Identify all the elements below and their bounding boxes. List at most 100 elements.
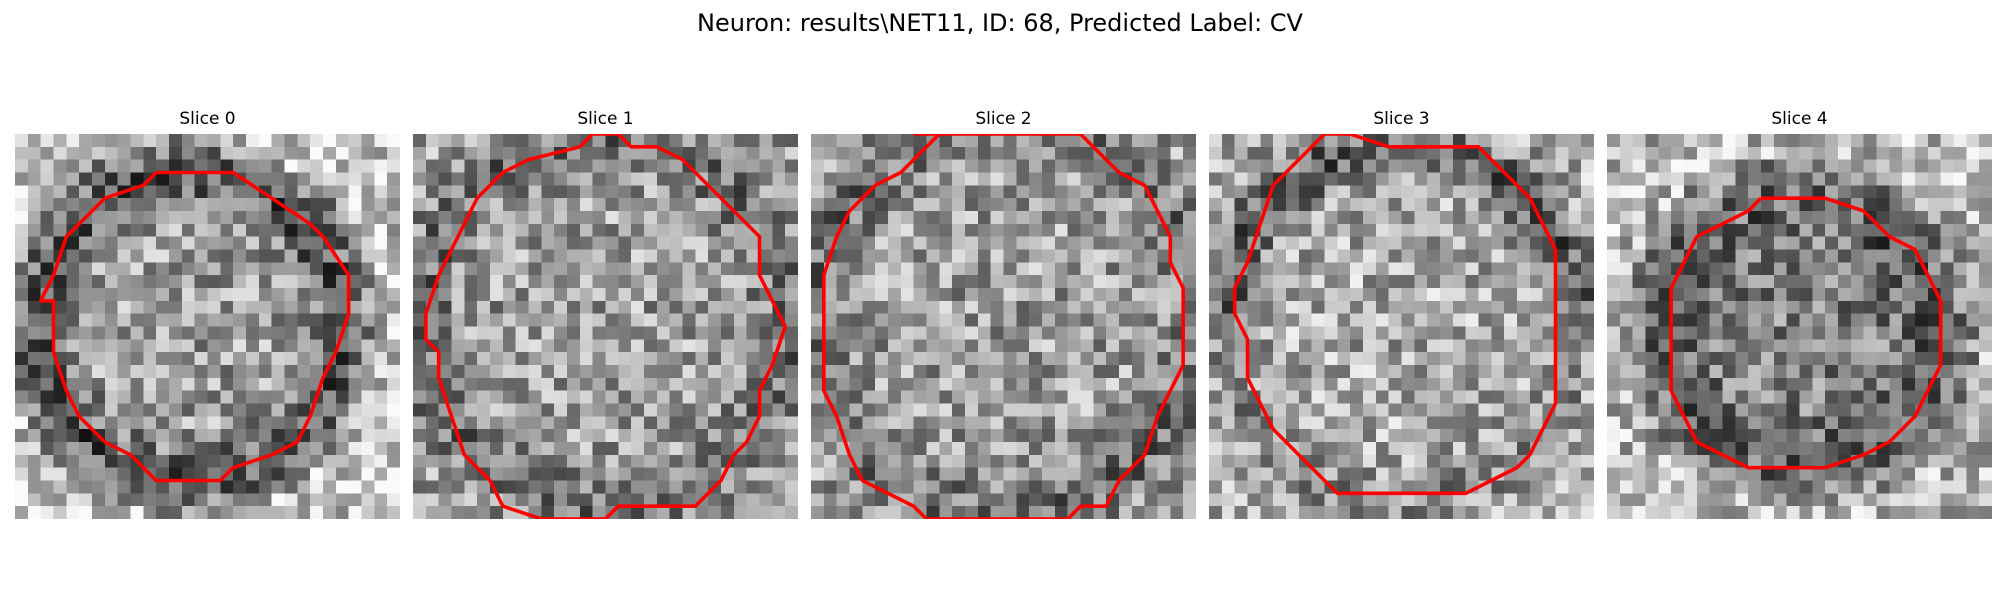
pixel — [1209, 493, 1223, 507]
pixel — [169, 185, 183, 199]
pixel — [1927, 262, 1941, 276]
pixel — [695, 300, 709, 314]
pixel — [849, 211, 863, 225]
pixel — [104, 159, 118, 173]
pixel — [1414, 198, 1428, 212]
pixel — [888, 326, 902, 340]
pixel — [1927, 467, 1941, 481]
pixel — [451, 377, 465, 391]
pixel — [785, 339, 798, 353]
pixel — [849, 326, 863, 340]
pixel — [1581, 223, 1594, 237]
pixel — [66, 493, 80, 507]
pixel — [387, 223, 400, 237]
pixel — [104, 506, 118, 519]
pixel — [15, 506, 29, 519]
pixel — [1786, 352, 1800, 366]
pixel — [117, 198, 131, 212]
pixel — [1838, 134, 1852, 148]
pixel — [1016, 313, 1030, 327]
pixel — [1915, 146, 1929, 160]
pixel — [567, 134, 581, 148]
pixel — [1221, 211, 1235, 225]
pixel — [1144, 467, 1158, 481]
pixel — [567, 275, 581, 289]
pixel — [1465, 172, 1479, 186]
pixel — [1581, 377, 1594, 391]
pixel — [1915, 326, 1929, 340]
pixel — [104, 275, 118, 289]
pixel — [1581, 390, 1594, 404]
pixel — [1440, 403, 1454, 417]
pixel — [92, 172, 106, 186]
pixel — [117, 275, 131, 289]
pixel — [862, 416, 876, 430]
pixel — [1106, 172, 1120, 186]
pixel — [836, 480, 850, 494]
pixel — [733, 339, 747, 353]
pixel — [1825, 403, 1839, 417]
pixel — [682, 275, 696, 289]
pixel — [1234, 365, 1248, 379]
pixel — [733, 390, 747, 404]
pixel — [1375, 403, 1389, 417]
pixel — [1286, 493, 1300, 507]
pixel — [528, 365, 542, 379]
pixel — [1298, 249, 1312, 263]
pixel — [1106, 313, 1120, 327]
pixel — [1337, 339, 1351, 353]
pixel — [1337, 326, 1351, 340]
pixel — [1388, 146, 1402, 160]
pixel — [965, 198, 979, 212]
pixel — [1773, 211, 1787, 225]
pixel — [656, 275, 670, 289]
pixel — [1234, 416, 1248, 430]
pixel — [130, 390, 144, 404]
pixel — [862, 223, 876, 237]
pixel — [502, 377, 516, 391]
pixel — [862, 467, 876, 481]
pixel — [785, 172, 798, 186]
pixel — [1157, 159, 1171, 173]
pixel — [1838, 506, 1852, 519]
pixel — [1581, 211, 1594, 225]
pixel — [1311, 326, 1325, 340]
pixel — [875, 403, 889, 417]
pixel — [965, 377, 979, 391]
pixel — [772, 185, 786, 199]
pixel — [53, 442, 67, 456]
pixel — [490, 211, 504, 225]
pixel — [361, 480, 375, 494]
pixel — [528, 429, 542, 443]
pixel — [823, 506, 837, 519]
pixel — [733, 313, 747, 327]
pixel — [1183, 352, 1196, 366]
pixel — [348, 506, 362, 519]
pixel — [92, 326, 106, 340]
pixel — [1119, 262, 1133, 276]
pixel — [246, 262, 260, 276]
pixel — [541, 493, 555, 507]
pixel — [1812, 313, 1826, 327]
pixel — [913, 390, 927, 404]
pixel — [541, 467, 555, 481]
pixel — [1684, 185, 1698, 199]
pixel — [1709, 493, 1723, 507]
pixel — [1144, 172, 1158, 186]
pixel — [220, 416, 234, 430]
pixel — [335, 134, 349, 148]
pixel — [1773, 365, 1787, 379]
pixel — [1889, 365, 1903, 379]
pixel — [1671, 211, 1685, 225]
pixel — [1735, 236, 1749, 250]
pixel — [592, 377, 606, 391]
pixel — [1979, 352, 1992, 366]
pixel — [721, 223, 735, 237]
pixel — [823, 326, 837, 340]
pixel — [1953, 480, 1967, 494]
pixel — [605, 365, 619, 379]
pixel — [669, 198, 683, 212]
pixel — [1786, 403, 1800, 417]
pixel — [631, 198, 645, 212]
pixel — [579, 146, 593, 160]
